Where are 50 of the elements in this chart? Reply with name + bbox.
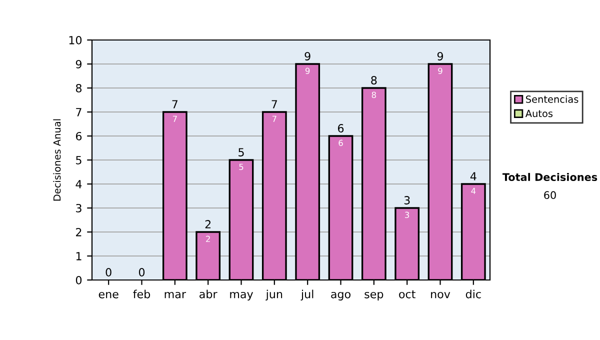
y-tick-label: 8 <box>76 84 82 92</box>
y-tick-label: 6 <box>76 132 82 140</box>
text: Total Decisiones <box>502 172 598 182</box>
x-tick-label: jul <box>300 290 314 300</box>
data-label: 6 <box>338 140 343 146</box>
x-tick-label: ago <box>331 292 350 300</box>
y-tick-label: 2 <box>76 228 82 236</box>
annotation: 3 <box>404 196 410 204</box>
y-tick-label: 5 <box>76 156 82 164</box>
y-tick-label: 0 <box>76 276 82 284</box>
data-label: 0 <box>138 268 145 276</box>
y-tick-label: 4 <box>76 180 82 188</box>
data-label: 7 <box>172 116 177 122</box>
legend-label: Autos <box>525 110 553 118</box>
annotation: 9 <box>437 52 444 60</box>
y-tick-label: 10 <box>69 36 82 44</box>
data-label: 0 <box>106 268 112 276</box>
y-tick-label: 3 <box>76 204 82 212</box>
annotation: 7 <box>272 100 277 108</box>
data-label: 9 <box>305 68 310 74</box>
data-label: 3 <box>405 212 410 218</box>
text: 60 <box>544 191 556 200</box>
x-tick-label: jun <box>266 290 282 300</box>
annotation: 5 <box>238 148 244 156</box>
y-tick-label: 1 <box>76 252 82 260</box>
annotation: 9 <box>304 52 310 60</box>
x-tick-label: may <box>230 292 254 300</box>
x-tick-label: dic <box>466 290 481 298</box>
annotation: 8 <box>371 76 377 84</box>
data-label: 2 <box>206 236 210 242</box>
x-tick-label: sep <box>364 292 384 300</box>
data-label: 5 <box>239 164 244 170</box>
x-tick-label: abr <box>200 290 218 298</box>
data-label: 9 <box>438 68 442 74</box>
x-tick-label: feb <box>133 290 150 298</box>
x-tick-label: oct <box>399 290 416 298</box>
y-axis-title: Decisiones Anual <box>53 119 61 201</box>
legend-label: Sentencias <box>526 95 578 103</box>
annotation: 6 <box>338 124 344 132</box>
annotation: 7 <box>172 100 178 108</box>
data-label: 7 <box>272 116 276 122</box>
y-tick-label: 7 <box>76 108 82 116</box>
data-label: 4 <box>471 188 476 194</box>
data-label: 8 <box>372 92 376 98</box>
y-tick-label: 9 <box>76 60 82 68</box>
annotation: 2 <box>205 220 211 228</box>
x-tick-label: mar <box>164 292 186 298</box>
x-tick-label: nov <box>431 292 450 298</box>
annotation: 4 <box>470 172 476 180</box>
x-tick-label: ene <box>98 292 118 298</box>
